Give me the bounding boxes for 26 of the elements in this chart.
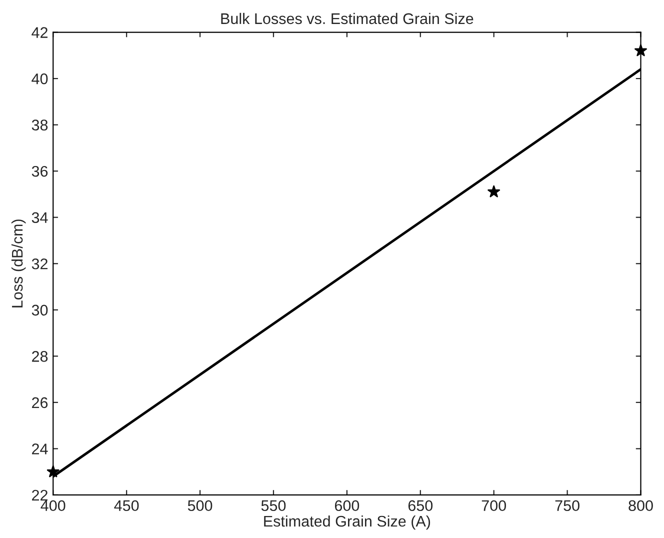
x-tick-label: 500 [188,500,212,512]
point [634,44,647,56]
y-axis-title: Loss (dB/cm) [11,220,26,308]
x-tick-label: 700 [482,500,506,512]
x-tick-label: 550 [261,500,286,512]
x-axis-title: Estimated Grain Size (A) [264,515,430,530]
y-tick-label: 22 [32,490,48,500]
x-tick-label: 800 [628,500,653,512]
chart-title: Bulk Losses vs. Estimated Grain Size [221,12,474,24]
y-tick-label: 34 [32,212,48,224]
x-tick-label: 600 [334,500,360,512]
y-tick-label: 24 [32,444,48,454]
y-tick-label: 38 [32,120,48,130]
x-tick-label: 650 [408,500,433,512]
x-tick-label: 750 [555,500,580,512]
y-tick-label: 42 [32,27,48,38]
x-tick-label: 400 [40,500,66,512]
y-tick-label: 30 [32,304,48,316]
y-tick-label: 36 [32,166,48,177]
point [46,465,60,478]
point [488,185,500,198]
y-tick-label: 26 [32,397,48,408]
x-tick-label: 450 [114,500,139,512]
y-tick-label: 28 [32,351,48,362]
y-tick-label: 40 [32,73,48,84]
y-tick-label: 32 [32,258,48,270]
